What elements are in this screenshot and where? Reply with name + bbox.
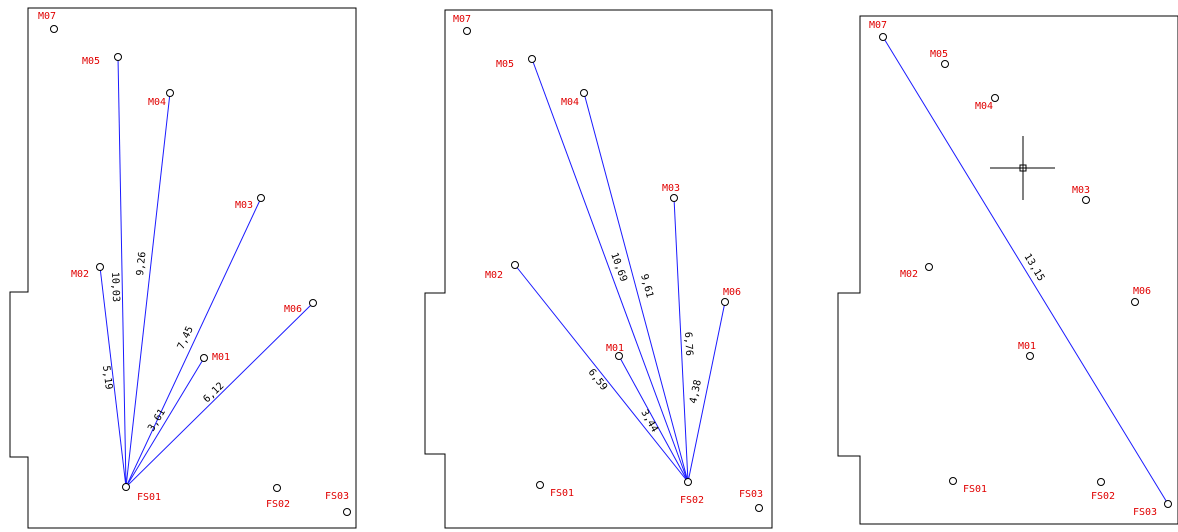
point-marker-m04 — [166, 89, 174, 97]
point-label-m05: M05 — [496, 59, 514, 70]
distance-label-m02: 5,19 — [100, 365, 114, 390]
distance-label-m05: 10,03 — [109, 272, 121, 302]
measurement-line-m04 — [125, 92, 171, 488]
point-label-m03: M03 — [235, 200, 253, 211]
point-label-m02: M02 — [71, 269, 89, 280]
point-marker-m01 — [1026, 352, 1034, 360]
point-label-fs02: FS02 — [680, 495, 704, 506]
point-label-m03: M03 — [662, 183, 680, 194]
point-marker-m07 — [463, 27, 471, 35]
distance-label-m02: 6,59 — [586, 367, 610, 393]
point-label-m02: M02 — [485, 270, 503, 281]
measurement-line-m02 — [99, 266, 127, 488]
point-label-m06: M06 — [284, 304, 302, 315]
point-marker-m04 — [991, 94, 999, 102]
measurement-line-m03 — [673, 197, 689, 483]
point-marker-fs01 — [122, 483, 130, 491]
distance-label-m04: 9,61 — [638, 273, 655, 299]
measurement-line-m03 — [125, 197, 262, 488]
point-label-m02: M02 — [900, 269, 918, 280]
distance-label-m06: 6,12 — [201, 381, 226, 406]
point-label-m01: M01 — [1018, 341, 1036, 352]
point-label-m07: M07 — [453, 14, 471, 25]
point-label-fs03: FS03 — [1133, 507, 1157, 518]
point-label-fs03: FS03 — [739, 489, 763, 500]
point-marker-m01 — [615, 352, 623, 360]
measurement-line-m06 — [687, 301, 726, 483]
room-outline — [9, 7, 357, 529]
point-marker-m07 — [879, 33, 887, 41]
point-marker-fs03 — [755, 504, 763, 512]
point-label-fs02: FS02 — [266, 499, 290, 510]
measurement-line-m07 — [882, 36, 1169, 505]
room-outline — [837, 15, 1178, 525]
room-outline — [424, 9, 773, 529]
point-marker-m06 — [1131, 298, 1139, 306]
panel-3: 13,15 M07 M05 M04 M03 M02 M06 M01 FS01 F… — [837, 15, 1178, 525]
point-label-m01: M01 — [212, 352, 230, 363]
panel-1: 10,03 9,26 7,45 5,19 6,12 3,61 M07 M05 M… — [9, 7, 357, 529]
point-marker-m05 — [114, 53, 122, 61]
point-marker-fs02 — [684, 478, 692, 486]
point-marker-m04 — [580, 89, 588, 97]
point-label-m03: M03 — [1072, 185, 1090, 196]
distance-label-m07: 13,15 — [1021, 252, 1046, 283]
point-marker-m03 — [1082, 196, 1090, 204]
point-label-fs01: FS01 — [550, 488, 574, 499]
distance-label-m01: 3,44 — [638, 408, 660, 434]
point-label-m04: M04 — [975, 101, 993, 112]
point-marker-fs01 — [536, 481, 544, 489]
point-marker-fs02 — [273, 484, 281, 492]
point-marker-m02 — [96, 263, 104, 271]
measurement-line-m01 — [125, 357, 205, 488]
point-marker-m07 — [50, 25, 58, 33]
point-label-fs01: FS01 — [963, 484, 987, 495]
point-marker-fs01 — [949, 477, 957, 485]
point-label-m04: M04 — [148, 97, 166, 108]
point-label-m06: M06 — [1133, 286, 1151, 297]
point-label-m07: M07 — [869, 20, 887, 31]
panel-2: 10,69 9,61 6,76 6,59 4,38 3,44 M07 M05 M… — [424, 9, 773, 529]
measurement-line-m05 — [531, 58, 689, 483]
distance-label-m01: 3,61 — [146, 407, 168, 433]
distance-label-m05: 10,69 — [608, 251, 629, 283]
point-marker-m06 — [721, 298, 729, 306]
point-label-m05: M05 — [930, 49, 948, 60]
point-label-m06: M06 — [723, 287, 741, 298]
point-label-m05: M05 — [82, 56, 100, 67]
point-marker-m03 — [670, 194, 678, 202]
measurement-line-m02 — [514, 264, 689, 483]
point-marker-m02 — [925, 263, 933, 271]
point-label-fs03: FS03 — [325, 491, 349, 502]
distance-label-m03: 6,76 — [682, 332, 694, 357]
distance-label-m06: 4,38 — [688, 379, 704, 405]
distance-label-m04: 9,26 — [135, 251, 148, 276]
point-marker-m01 — [200, 354, 208, 362]
measurement-line-m04 — [583, 92, 689, 483]
point-label-m01: M01 — [606, 343, 624, 354]
point-label-m07: M07 — [38, 11, 56, 22]
point-marker-m05 — [941, 60, 949, 68]
measurement-line-m01 — [618, 355, 689, 483]
point-marker-m05 — [528, 55, 536, 63]
point-label-fs02: FS02 — [1091, 491, 1115, 502]
point-marker-fs02 — [1097, 478, 1105, 486]
point-marker-m03 — [257, 194, 265, 202]
measurement-line-m05 — [117, 56, 127, 488]
distance-label-m03: 7,45 — [176, 325, 196, 351]
crosshair-cursor-icon — [990, 136, 1055, 200]
point-label-fs01: FS01 — [137, 492, 161, 503]
point-marker-fs03 — [1164, 500, 1172, 508]
point-label-m04: M04 — [561, 97, 579, 108]
point-marker-m06 — [309, 299, 317, 307]
point-marker-fs03 — [343, 508, 351, 516]
point-marker-m02 — [511, 261, 519, 269]
measurement-line-m06 — [125, 302, 314, 488]
